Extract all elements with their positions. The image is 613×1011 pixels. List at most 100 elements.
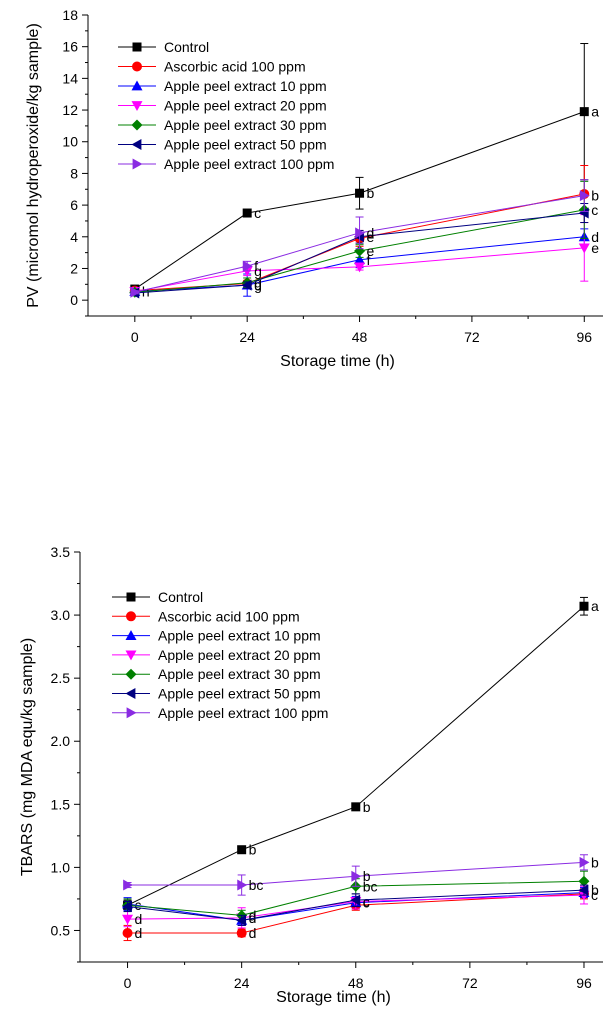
legend-marker bbox=[125, 650, 137, 661]
legend: Control Ascorbic acid 100 ppm Apple peel e… bbox=[112, 589, 328, 721]
x-tick-label: 96 bbox=[576, 975, 592, 991]
data-point bbox=[237, 879, 248, 891]
data-label: b bbox=[249, 842, 257, 858]
legend-label: Apple peel extract 20 ppm bbox=[158, 647, 321, 663]
data-label: a bbox=[591, 104, 599, 120]
legend-label: Apple peel extract 50 ppm bbox=[158, 686, 321, 702]
series-line bbox=[127, 894, 584, 920]
data-label: e bbox=[367, 243, 375, 259]
series-line bbox=[134, 195, 585, 293]
y-tick-label: 1.0 bbox=[51, 859, 71, 875]
data-point bbox=[578, 243, 590, 254]
data-point bbox=[579, 856, 590, 868]
series-line bbox=[127, 880, 584, 916]
legend-marker bbox=[131, 80, 143, 91]
legend-label: Ascorbic acid 100 ppm bbox=[164, 59, 306, 75]
series-line bbox=[127, 892, 585, 921]
y-tick-label: 3.0 bbox=[51, 607, 71, 623]
data-label: g bbox=[254, 275, 262, 291]
y-tick-label: 2 bbox=[70, 260, 78, 276]
legend-marker bbox=[132, 42, 142, 52]
data-label: g bbox=[254, 263, 262, 279]
data-label: e bbox=[591, 240, 599, 256]
data-label: bc bbox=[249, 877, 264, 893]
x-tick-label: 48 bbox=[352, 329, 368, 345]
x-tick-label: 0 bbox=[124, 975, 132, 991]
legend-label: Apple peel extract 10 ppm bbox=[158, 628, 321, 644]
legend-label: Control bbox=[158, 589, 203, 605]
data-point bbox=[351, 870, 362, 882]
series-line bbox=[134, 212, 585, 294]
y-tick-label: 18 bbox=[62, 7, 78, 23]
legend-label: Apple peel extract 10 ppm bbox=[164, 78, 327, 94]
x-tick-label: 0 bbox=[131, 329, 139, 345]
y-tick-label: 12 bbox=[62, 102, 78, 118]
data-point bbox=[350, 894, 361, 906]
data-point bbox=[355, 227, 366, 239]
series-line bbox=[127, 605, 585, 906]
data-point bbox=[578, 884, 589, 896]
data-point bbox=[123, 879, 134, 891]
data-point bbox=[351, 802, 361, 812]
data-point bbox=[578, 207, 589, 219]
series-line bbox=[134, 236, 585, 292]
series-line bbox=[127, 861, 585, 886]
x-axis-title: Storage time (h) bbox=[276, 989, 391, 1006]
data-label: d bbox=[367, 225, 375, 241]
legend-marker bbox=[132, 158, 143, 170]
data-label: c bbox=[591, 202, 598, 218]
chart-2: 0.5 1.0 1.5 2.0 2.5 3.0 3.5 0 24 48 72 96 Storage ti… bbox=[19, 544, 603, 1006]
legend-label: Apple peel extract 30 ppm bbox=[164, 117, 327, 133]
y-tick-label: 6 bbox=[70, 197, 78, 213]
y-tick-label: 1.5 bbox=[51, 796, 71, 812]
data-label: d bbox=[591, 229, 599, 245]
data-point bbox=[122, 927, 133, 938]
legend-label: Apple peel extract 50 ppm bbox=[164, 137, 327, 153]
data-label: f bbox=[254, 258, 258, 274]
data-label: d bbox=[135, 911, 143, 927]
legend-label: Apple peel extract 20 ppm bbox=[164, 98, 327, 114]
x-tick-label: 48 bbox=[348, 975, 364, 991]
data-label: c bbox=[591, 887, 598, 903]
y-tick-label: 0 bbox=[70, 292, 78, 308]
data-label: b bbox=[591, 854, 599, 870]
data-point bbox=[130, 286, 141, 298]
data-label: b bbox=[591, 882, 599, 898]
legend-marker bbox=[132, 61, 142, 72]
data-label: d bbox=[135, 925, 143, 941]
data-label: e bbox=[367, 229, 375, 245]
legend-marker bbox=[126, 611, 136, 622]
data-point bbox=[242, 208, 252, 218]
data-label: g bbox=[254, 277, 262, 293]
series-line bbox=[134, 247, 585, 292]
data-label: a bbox=[591, 598, 599, 614]
data-point bbox=[579, 190, 590, 202]
legend-label: Apple peel extract 30 ppm bbox=[158, 666, 321, 682]
legend-marker bbox=[126, 707, 137, 719]
data-label: bc bbox=[363, 878, 378, 894]
x-axis-title: Storage time (h) bbox=[280, 353, 395, 370]
data-label: b bbox=[363, 868, 371, 884]
x-tick-label: 24 bbox=[239, 329, 255, 345]
legend-marker bbox=[125, 688, 136, 699]
legend-marker bbox=[131, 101, 143, 111]
data-point bbox=[122, 900, 132, 912]
data-point bbox=[241, 279, 252, 291]
data-point bbox=[354, 262, 366, 273]
data-point bbox=[236, 927, 247, 938]
legend-label: Ascorbic acid 100 ppm bbox=[158, 608, 300, 624]
series-line bbox=[127, 893, 585, 934]
legend-label: Apple peel extract 100 ppm bbox=[158, 705, 328, 721]
y-tick-label: 10 bbox=[62, 134, 78, 150]
y-tick-label: 2.5 bbox=[51, 670, 71, 686]
legend: Control Ascorbic acid 100 ppm Apple peel e… bbox=[118, 39, 334, 172]
data-label: c bbox=[363, 893, 370, 909]
series-4: ge bbox=[129, 214, 599, 297]
y-tick-label: 3.5 bbox=[51, 544, 71, 560]
legend-marker bbox=[125, 668, 137, 680]
series-line bbox=[134, 111, 585, 290]
legend-label: Apple peel extract 100 ppm bbox=[164, 156, 334, 172]
